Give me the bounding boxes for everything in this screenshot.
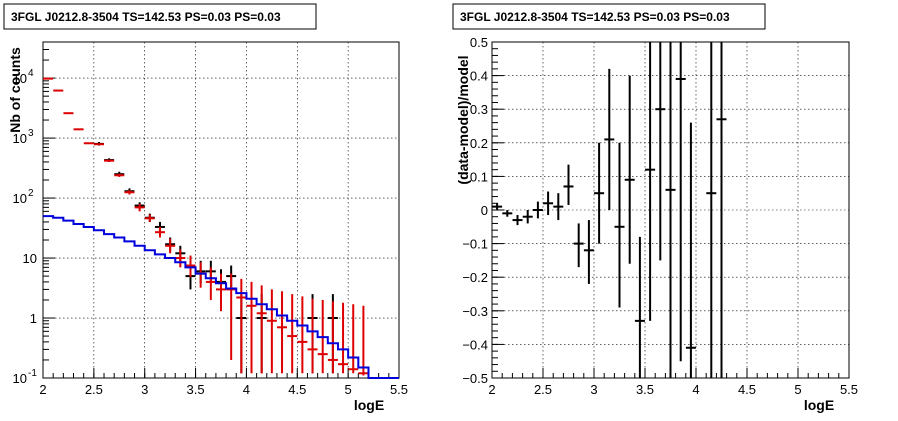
y-tick-exponent: 4	[28, 68, 34, 79]
y-axis-title: (data-model)/model	[455, 55, 471, 184]
counts-panel: 3FGL J0212.8-3504 TS=142.53 PS=0.03 PS=0…	[3, 3, 408, 413]
x-tick-label: 4	[692, 382, 699, 397]
y-tick-label: 0.4	[470, 69, 488, 84]
y-tick-label: 10	[13, 71, 27, 86]
y-tick-label: 10	[13, 131, 27, 146]
x-tick-label: 4.5	[288, 382, 306, 397]
y-tick-label: 10	[23, 251, 37, 266]
y-tick-label: −0.3	[462, 304, 488, 319]
series-model	[43, 77, 369, 376]
y-tick-label: −0.2	[462, 270, 488, 285]
y-axis-title: Nb of counts	[7, 47, 23, 133]
chart-title: 3FGL J0212.8-3504 TS=142.53 PS=0.03 PS=0…	[460, 10, 730, 24]
x-tick-label: 5	[794, 382, 801, 397]
x-tick-label: 3.5	[636, 382, 654, 397]
x-tick-label: 4.5	[738, 382, 756, 397]
y-tick-label: 0.2	[470, 136, 488, 151]
y-tick-label: −0.4	[462, 337, 488, 352]
x-axis-title: logE	[354, 397, 384, 413]
y-tick-label: 0	[481, 203, 488, 218]
chart-title: 3FGL J0212.8-3504 TS=142.53 PS=0.03 PS=0…	[11, 10, 281, 24]
y-tick-label: −0.5	[462, 371, 488, 386]
title-frame	[452, 3, 766, 30]
chart-title-box: 3FGL J0212.8-3504 TS=142.53 PS=0.03 PS=0…	[452, 3, 766, 30]
x-tick-label: 3	[590, 382, 597, 397]
y-tick-label: 1	[30, 311, 37, 326]
x-tick-label: 5.5	[390, 382, 408, 397]
y-tick-exponent: 3	[28, 128, 34, 139]
x-tick-label: 2	[39, 382, 46, 397]
series-data	[93, 142, 338, 374]
plot-frame	[42, 41, 400, 379]
background-step-line	[43, 215, 399, 379]
x-tick-label: 3.5	[187, 382, 205, 397]
y-tick-label: −0.1	[462, 237, 488, 252]
x-tick-label: 2.5	[534, 382, 552, 397]
y-tick-label: 0.5	[470, 35, 488, 50]
series-residual	[492, 42, 727, 378]
residual-panel: 3FGL J0212.8-3504 TS=142.53 PS=0.03 PS=0…	[452, 3, 858, 413]
series-background	[43, 215, 399, 379]
chart-title-box: 3FGL J0212.8-3504 TS=142.53 PS=0.03 PS=0…	[3, 3, 317, 30]
y-tick-label: 0.3	[470, 102, 488, 117]
y-tick-label: 0.1	[470, 169, 488, 184]
x-tick-label: 5	[345, 382, 352, 397]
x-axis-title: logE	[804, 397, 834, 413]
y-tick-label: 10	[13, 191, 27, 206]
title-frame	[3, 3, 317, 30]
x-tick-label: 3	[141, 382, 148, 397]
x-tick-label: 2.5	[85, 382, 103, 397]
x-tick-label: 2	[488, 382, 495, 397]
y-tick-exponent: 2	[28, 188, 34, 199]
x-tick-label: 5.5	[840, 382, 858, 397]
y-tick-label: 10	[13, 371, 27, 386]
y-tick-exponent: -1	[28, 368, 37, 379]
x-tick-label: 4	[243, 382, 250, 397]
